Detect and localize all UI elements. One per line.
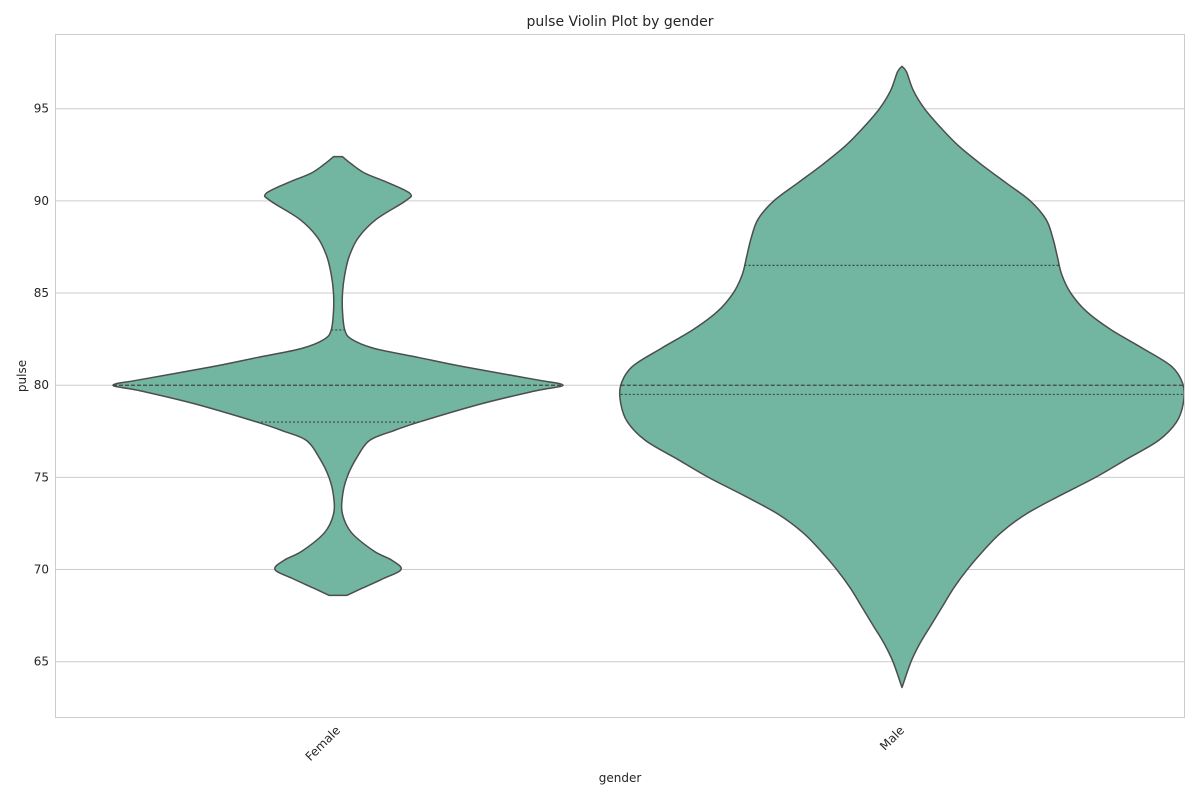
y-tick-label-65: 65 [34, 655, 49, 669]
plot-frame [55, 34, 1185, 718]
y-tick-label-80: 80 [34, 378, 49, 392]
x-axis-ticks: Female Male [303, 723, 908, 764]
y-tick-label-85: 85 [34, 286, 49, 300]
y-tick-label-75: 75 [34, 470, 49, 484]
y-axis-ticks: 65 70 75 80 85 90 95 [34, 102, 49, 669]
violin-female [112, 155, 564, 597]
y-tick-label-90: 90 [34, 194, 49, 208]
y-axis-label: pulse [15, 360, 29, 392]
y-tick-label-70: 70 [34, 563, 49, 577]
x-tick-label-male: Male [877, 723, 907, 753]
chart-title: pulse Violin Plot by gender [527, 14, 714, 30]
violins [112, 65, 1186, 689]
x-axis-label: gender [599, 771, 642, 785]
x-tick-label-female: Female [303, 723, 344, 764]
violin-male [618, 65, 1186, 689]
y-tick-label-95: 95 [34, 102, 49, 116]
